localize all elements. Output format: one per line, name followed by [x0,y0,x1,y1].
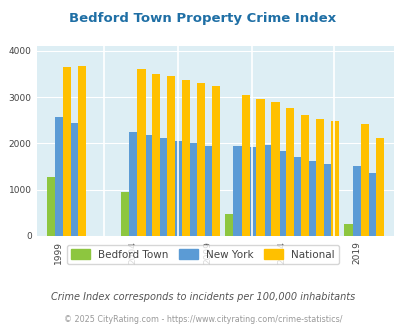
Bar [239,189,248,236]
Bar [225,214,233,236]
Bar [137,69,145,236]
Bar [330,121,338,236]
Bar [269,204,277,236]
Bar [343,224,352,236]
Bar [256,99,264,236]
Bar [159,138,167,236]
Legend: Bedford Town, New York, National: Bedford Town, New York, National [67,245,338,264]
Bar [248,147,256,236]
Bar [301,115,309,236]
Bar [181,80,190,236]
Bar [63,68,71,236]
Bar [367,173,375,236]
Bar [211,86,220,236]
Bar [165,199,173,236]
Bar [78,66,86,236]
Bar [307,161,315,236]
Bar [358,220,367,236]
Bar [286,108,294,236]
Bar [152,74,160,236]
Bar [360,124,368,236]
Text: Bedford Town Property Crime Index: Bedford Town Property Crime Index [69,12,336,24]
Bar [61,177,70,236]
Bar [144,135,152,236]
Bar [180,206,188,236]
Bar [47,177,55,236]
Bar [203,146,211,236]
Bar [188,143,196,236]
Bar [375,138,383,236]
Bar [173,141,181,236]
Bar [352,166,360,236]
Bar [292,157,301,236]
Bar [150,199,159,236]
Text: © 2025 CityRating.com - https://www.cityrating.com/crime-statistics/: © 2025 CityRating.com - https://www.city… [64,315,341,324]
Bar [121,192,129,236]
Bar [299,218,307,236]
Bar [233,146,241,236]
Bar [254,195,262,236]
Bar [55,117,63,236]
Bar [241,95,249,236]
Bar [315,119,324,236]
Bar [271,102,279,236]
Bar [136,186,144,236]
Bar [70,123,78,236]
Bar [314,225,322,236]
Bar [195,207,203,236]
Bar [196,83,205,236]
Bar [284,215,292,236]
Text: Crime Index corresponds to incidents per 100,000 inhabitants: Crime Index corresponds to incidents per… [51,292,354,302]
Bar [129,132,137,236]
Bar [322,164,330,236]
Bar [262,145,271,236]
Bar [277,151,286,236]
Bar [167,76,175,236]
